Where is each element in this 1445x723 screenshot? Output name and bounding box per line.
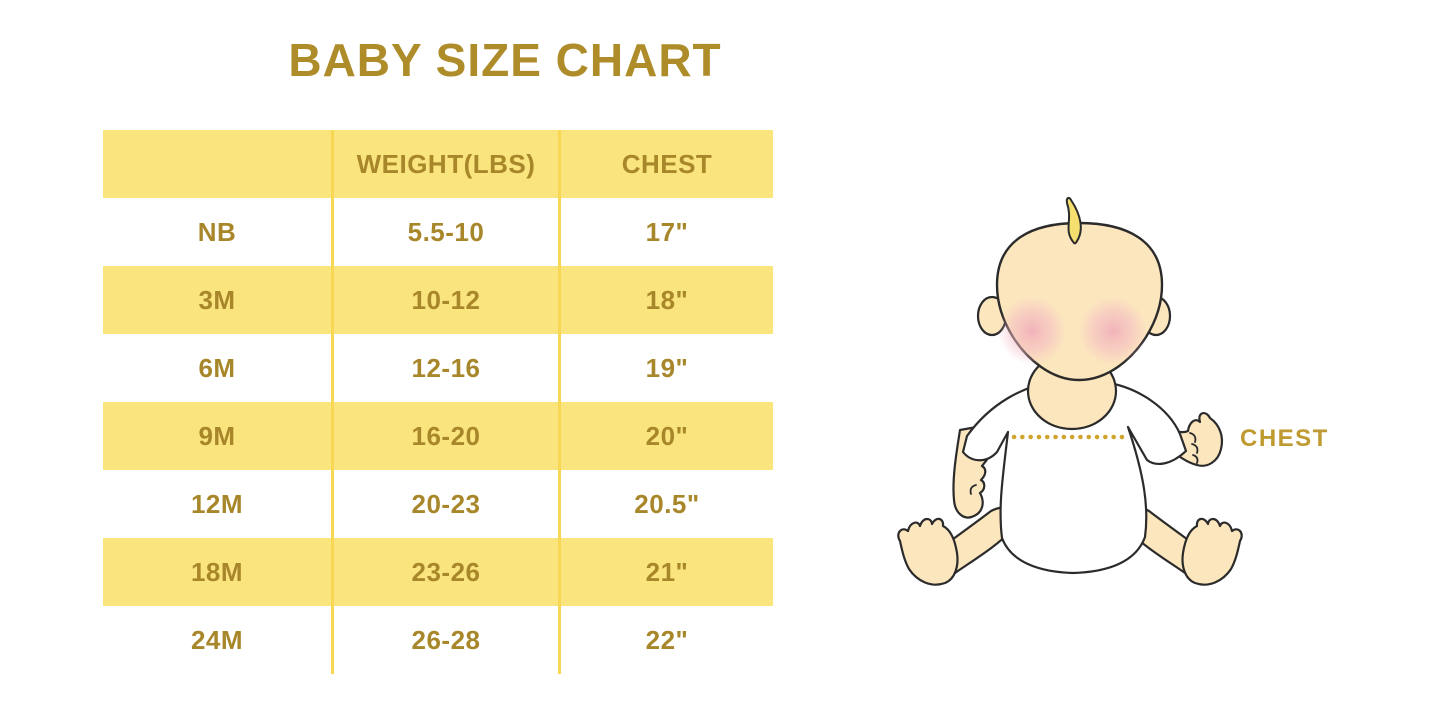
cell-size: 9M	[198, 420, 236, 451]
cell-size: NB	[197, 216, 237, 247]
table-row: NB 5.5-10 17"	[103, 198, 773, 266]
cell-chest: 22"	[558, 606, 773, 674]
cell-size: 18M	[190, 556, 244, 587]
baby-figure-svg: CHEST	[897, 196, 1329, 586]
chest-label: CHEST	[1240, 425, 1329, 452]
cell-chest: 17"	[558, 198, 773, 266]
baby-illustration: CHEST	[860, 185, 1360, 605]
header-cell-size	[103, 130, 331, 198]
cell-weight: 23-26	[331, 538, 558, 606]
cell-weight: 10-12	[331, 266, 558, 334]
cell-chest: 20"	[558, 402, 773, 470]
cell-chest: 20.5"	[558, 470, 773, 538]
cell-weight: 12-16	[331, 334, 558, 402]
size-table: WEIGHT(LBS) CHEST NB 5.5-10 17" 3M 10-12…	[103, 130, 773, 674]
baby-blush-right	[1079, 297, 1147, 365]
table-row: 6M 12-16 19"	[103, 334, 773, 402]
baby-hair-curl	[1065, 196, 1082, 245]
header-cell-chest: CHEST	[558, 130, 773, 198]
table-row: 12M 20-23 20.5"	[103, 470, 773, 538]
table-header-row: WEIGHT(LBS) CHEST	[103, 130, 773, 198]
cell-chest: 21"	[558, 538, 773, 606]
cell-weight: 26-28	[331, 606, 558, 674]
cell-size: 12M	[190, 488, 244, 519]
table-row: 9M 16-20 20"	[103, 402, 773, 470]
page-title: BABY SIZE CHART	[288, 34, 722, 86]
table-row: 18M 23-26 21"	[103, 538, 773, 606]
cell-size: 24M	[190, 624, 244, 655]
cell-chest: 18"	[558, 266, 773, 334]
cell-size: 6M	[198, 352, 236, 383]
baby-blush-left	[998, 297, 1066, 365]
cell-weight: 16-20	[331, 402, 558, 470]
table-row: 24M 26-28 22"	[103, 606, 773, 674]
cell-weight: 20-23	[331, 470, 558, 538]
cell-weight: 5.5-10	[331, 198, 558, 266]
cell-chest: 19"	[558, 334, 773, 402]
cell-size: 3M	[198, 284, 236, 315]
header-cell-weight: WEIGHT(LBS)	[331, 130, 558, 198]
table-row: 3M 10-12 18"	[103, 266, 773, 334]
